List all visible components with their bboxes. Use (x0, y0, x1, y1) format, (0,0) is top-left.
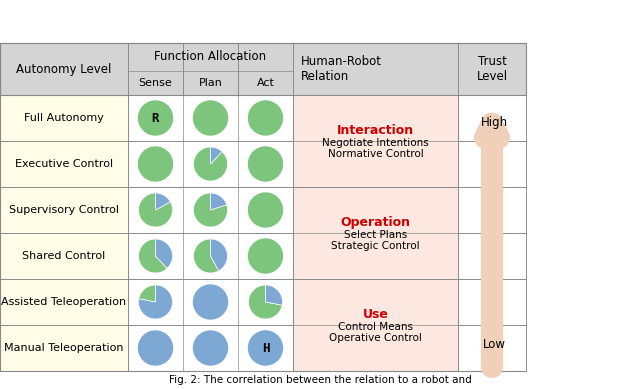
Wedge shape (193, 147, 227, 181)
Text: Operative Control: Operative Control (329, 333, 422, 343)
Circle shape (248, 147, 282, 181)
Wedge shape (211, 193, 227, 210)
Bar (128, 279, 293, 325)
Circle shape (138, 101, 173, 135)
Text: Shared Control: Shared Control (22, 251, 106, 261)
Bar (128, 141, 293, 187)
Text: Operation: Operation (340, 216, 410, 230)
Bar (458, 95, 526, 141)
Text: Function Allocation: Function Allocation (154, 50, 267, 63)
Wedge shape (193, 193, 227, 227)
Text: Use: Use (363, 308, 388, 321)
Bar (128, 233, 293, 279)
Text: Sense: Sense (139, 77, 172, 88)
Bar (293, 187, 458, 279)
Text: Autonomy Level: Autonomy Level (16, 63, 112, 75)
Bar (128, 187, 293, 233)
Text: Human-Robot
Relation: Human-Robot Relation (301, 55, 382, 83)
Bar (0, 95, 128, 141)
Text: Plan: Plan (198, 77, 223, 88)
Bar (458, 187, 526, 233)
Text: Normative Control: Normative Control (328, 149, 424, 159)
Wedge shape (193, 239, 219, 273)
Bar (293, 95, 458, 187)
Wedge shape (266, 285, 282, 305)
Bar (293, 279, 458, 371)
Wedge shape (156, 239, 173, 268)
Wedge shape (138, 285, 173, 319)
Text: Manual Teleoperation: Manual Teleoperation (4, 343, 124, 353)
Wedge shape (156, 193, 170, 210)
Text: Interaction: Interaction (337, 124, 414, 137)
Circle shape (248, 239, 282, 273)
Bar (458, 141, 526, 187)
Circle shape (138, 147, 173, 181)
Wedge shape (138, 193, 173, 227)
Circle shape (193, 331, 227, 365)
Text: Strategic Control: Strategic Control (331, 241, 420, 251)
Bar (128, 95, 293, 141)
Text: Fig. 2: The correlation between the relation to a robot and: Fig. 2: The correlation between the rela… (168, 375, 472, 385)
Bar (0, 325, 128, 371)
Bar (128, 325, 293, 371)
Text: H: H (262, 342, 269, 354)
Text: Executive Control: Executive Control (15, 159, 113, 169)
Text: Low: Low (483, 338, 506, 350)
Text: R: R (152, 112, 159, 124)
Wedge shape (138, 239, 167, 273)
Text: Control Means: Control Means (338, 322, 413, 332)
Bar (0, 233, 128, 279)
Text: Act: Act (257, 77, 275, 88)
Text: Trust
Level: Trust Level (476, 55, 508, 83)
Text: Select Plans: Select Plans (344, 230, 407, 240)
Text: High: High (481, 116, 508, 128)
Circle shape (248, 331, 282, 365)
Bar (458, 233, 526, 279)
Wedge shape (248, 285, 282, 319)
Text: Full Autonomy: Full Autonomy (24, 113, 104, 123)
Bar (0, 279, 128, 325)
Circle shape (193, 285, 227, 319)
Circle shape (193, 101, 227, 135)
Bar (458, 279, 526, 325)
Text: Assisted Teleoperation: Assisted Teleoperation (1, 297, 127, 307)
Circle shape (248, 193, 282, 227)
Bar (0, 187, 128, 233)
Wedge shape (211, 147, 222, 164)
Bar (0, 141, 128, 187)
Text: Negotiate Intentions: Negotiate Intentions (322, 138, 429, 148)
Wedge shape (211, 239, 227, 271)
Circle shape (138, 331, 173, 365)
Text: Supervisory Control: Supervisory Control (9, 205, 119, 215)
Wedge shape (139, 285, 156, 302)
Circle shape (248, 101, 282, 135)
Bar (458, 325, 526, 371)
Bar (0, 43, 526, 95)
